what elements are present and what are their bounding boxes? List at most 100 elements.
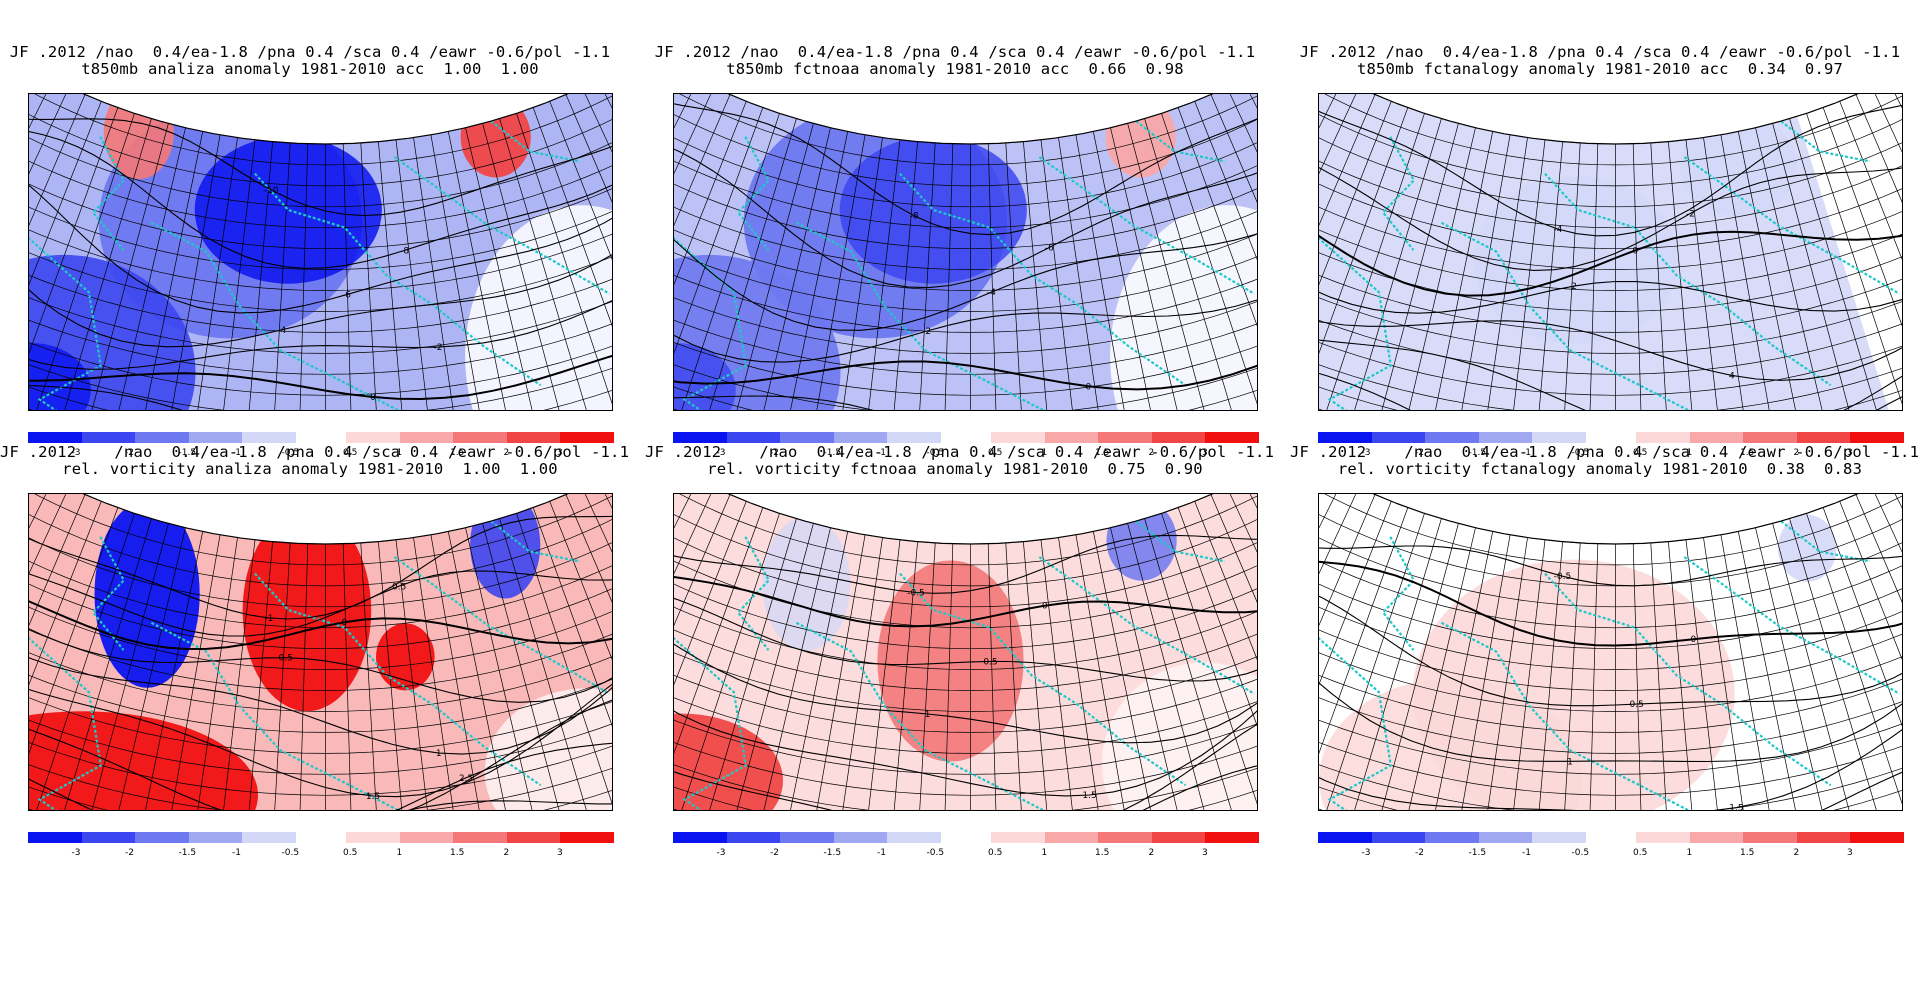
colorbar-tick-label: 1 [1041, 848, 1048, 858]
colorbar-tick-label: 2 [503, 848, 510, 858]
colorbar-swatch [887, 432, 941, 443]
colorbar-tick-label: 2 [503, 448, 510, 458]
contour-lines [1319, 94, 1902, 410]
colorbar-swatch [1532, 832, 1586, 843]
contour-label: 1.5 [1729, 804, 1743, 812]
colorbar-swatch [991, 832, 1045, 843]
map-frame: -4-202468 [1318, 93, 1903, 411]
colorbar-tick-label: -1 [877, 848, 886, 858]
contour-label: 1.5 [1082, 791, 1096, 801]
contour-label: -8 [400, 246, 409, 256]
contour-label: 4 [1729, 371, 1735, 381]
colorbar-swatch [1098, 432, 1152, 443]
anomaly-shading [376, 623, 435, 691]
colorbar-positive [991, 432, 1259, 443]
panel-title-line1: JF .2012 /nao 0.4/ea-1.8 /pna 0.4 /sca 0… [1290, 443, 1920, 461]
colorbar-swatch [887, 832, 941, 843]
map-domain [29, 94, 612, 410]
colorbar-tick-label: 1.5 [1095, 448, 1110, 458]
colorbar-swatch [560, 432, 614, 443]
colorbar-swatch [1689, 432, 1743, 443]
contour-label: 1 [925, 710, 931, 720]
colorbar-tick-label: -2 [1415, 848, 1424, 858]
map-canvas: -8-6-4-202 [674, 94, 1257, 410]
map-domain [1319, 94, 1902, 410]
colorbar-tick-label: -1.5 [1468, 448, 1487, 458]
colorbar-swatch [346, 432, 400, 443]
contour-label: 1 [436, 749, 442, 759]
panel-title-line1: JF .2012 /nao 0.4/ea-1.8 /pna 0.4 /sca 0… [645, 443, 1275, 461]
colorbar-swatch [1151, 832, 1205, 843]
colorbar-tick-label: 1 [1686, 848, 1693, 858]
colorbar-tick-label: 3 [1847, 448, 1853, 458]
colorbar-swatch [1318, 832, 1372, 843]
colorbar-swatch [1371, 432, 1425, 443]
colorbar-swatch [135, 432, 189, 443]
panel-vort-analiza: JF .2012 /nao 0.4/ea-1.8 /pna 0.4 /sca 0… [0, 400, 629, 860]
anomaly-shading [1473, 176, 1678, 344]
colorbar-tick-label: -1 [877, 448, 886, 458]
map-domain [1319, 494, 1902, 810]
contour-label: 1.5 [366, 792, 380, 802]
domain-outline [727, 494, 1214, 545]
contour-label: 0 [370, 393, 376, 403]
panel-t850-analiza: JF .2012 /nao 0.4/ea-1.8 /pna 0.4 /sca 0… [0, 0, 620, 460]
contour-lines [674, 526, 1257, 810]
panel-title-line2: t850mb analiza anomaly 1981-2010 acc 1.0… [81, 60, 539, 78]
colorbar-swatch [1478, 832, 1532, 843]
anomaly-shading [194, 136, 382, 284]
anomaly-shading [1105, 97, 1176, 178]
colorbar-swatch [673, 832, 727, 843]
colorbar-swatch [1636, 432, 1690, 443]
panel-title-line2: t850mb fctnoaa anomaly 1981-2010 acc 0.6… [726, 60, 1184, 78]
anomaly-shading [839, 136, 1027, 284]
map-frame: -0.500.511.523 [673, 493, 1258, 811]
colorbar-tick-label: 3 [1202, 448, 1208, 458]
contour-label: -2 [434, 343, 443, 353]
anomaly-shading [29, 711, 258, 810]
colorbar-swatch [1044, 832, 1098, 843]
colorbar-swatch [28, 832, 82, 843]
colorbar-swatch [135, 832, 189, 843]
colorbar-tick-label: 0.5 [343, 448, 358, 458]
contour-label: 2.5 [459, 774, 473, 784]
contour-label: -10 [264, 186, 279, 196]
colorbar-positive [1636, 432, 1904, 443]
map-canvas: -0.500.511.523 [674, 494, 1257, 810]
map-frame: -1-0.500.511.522.53 [28, 493, 613, 811]
contour-label: -1 [264, 614, 273, 624]
panel-t850-fctnoaa: JF .2012 /nao 0.4/ea-1.8 /pna 0.4 /sca 0… [645, 0, 1265, 460]
contour-label: 0 [1042, 602, 1048, 612]
colorbar-tick-label: -0.5 [281, 848, 300, 858]
domain-outline [82, 94, 569, 145]
colorbar-tick-label: 1 [396, 448, 403, 458]
colorbar-swatch [453, 432, 507, 443]
colorbar-tick-label: -2 [1415, 448, 1424, 458]
domain-outline [1372, 494, 1859, 545]
colorbar-swatch [81, 432, 135, 443]
colorbar-swatch [188, 832, 242, 843]
colorbar-tick-label: -2 [770, 848, 779, 858]
colorbar-tick-label: -3 [716, 848, 726, 858]
colorbar-swatch [1205, 432, 1259, 443]
colorbar-tick-label: -3 [71, 448, 81, 458]
colorbar-tick-label: -1.5 [178, 448, 197, 458]
anomaly-shading [674, 713, 783, 810]
colorbar-swatch [1850, 832, 1904, 843]
colorbar-positive [1636, 832, 1904, 843]
colorbar-swatch [1098, 832, 1152, 843]
colorbar-swatch [81, 832, 135, 843]
colorbar-swatch [1743, 432, 1797, 443]
map-domain [29, 494, 612, 810]
coastlines [674, 520, 1255, 810]
coastlines [1319, 120, 1900, 410]
panel-t850-fctanalogy: JF .2012 /nao 0.4/ea-1.8 /pna 0.4 /sca 0… [1290, 0, 1910, 460]
colorbar-negative [28, 832, 296, 843]
colorbar-tick-label: 1.5 [1095, 848, 1110, 858]
colorbar-tick-label: -0.5 [926, 448, 945, 458]
colorbar-tick-label: 1 [396, 848, 403, 858]
contour-label: -2 [922, 327, 931, 337]
map-canvas: -1-0.500.511.522.53 [29, 494, 612, 810]
colorbar-swatch [28, 432, 82, 443]
anomaly-shading [460, 97, 531, 178]
